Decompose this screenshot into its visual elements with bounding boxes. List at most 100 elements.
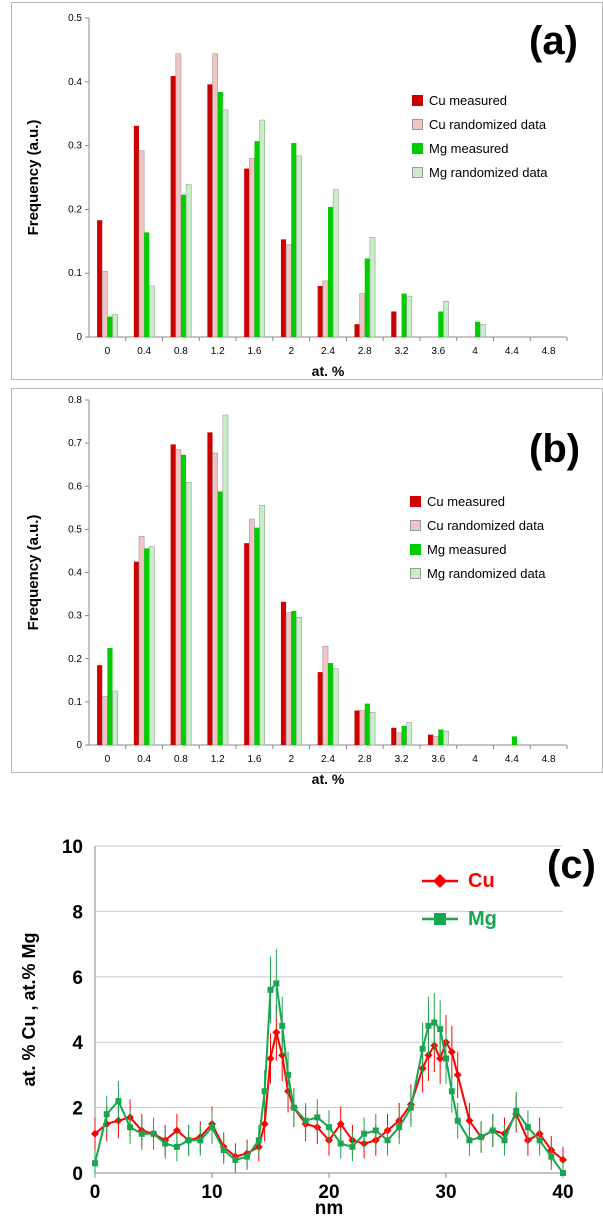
legend-label: Mg randomized data (427, 565, 546, 581)
data-point (559, 1155, 567, 1164)
bar (479, 323, 486, 338)
x-tick-label: 4 (472, 346, 478, 357)
bar (207, 432, 213, 745)
bar (138, 150, 145, 338)
x-tick-label: 0.8 (174, 754, 188, 765)
x-tick-label: 4.8 (542, 754, 556, 765)
x-tick-label: 10 (201, 1182, 222, 1203)
y-tick-label: 0.6 (68, 481, 82, 492)
bar (401, 293, 407, 337)
legend-item: Cu (420, 862, 497, 900)
x-tick-label: 2 (288, 346, 294, 357)
y-tick-label: 0.5 (68, 524, 82, 535)
data-point (220, 1147, 227, 1154)
legend-item: Cu randomized data (412, 112, 548, 136)
data-point (425, 1022, 432, 1029)
y-tick-label: 4 (72, 1033, 83, 1054)
bar (328, 206, 334, 337)
data-point (267, 986, 274, 993)
bar (428, 734, 434, 745)
data-point (548, 1153, 555, 1160)
y-tick-label: 8 (72, 902, 83, 923)
bar (406, 722, 413, 746)
y-tick-label: 6 (72, 968, 83, 989)
bar (133, 561, 140, 745)
x-tick-label: 4.4 (505, 346, 519, 357)
x-tick-label: 1.2 (211, 346, 225, 357)
bar (185, 482, 192, 746)
bar (254, 141, 260, 337)
bar (244, 543, 250, 745)
data-point (454, 1117, 461, 1124)
data-point (424, 1051, 433, 1060)
legend-swatch (410, 519, 421, 531)
data-point (314, 1114, 321, 1121)
data-point (103, 1111, 110, 1118)
y-tick-label: 0.2 (68, 204, 82, 215)
data-point (489, 1127, 496, 1134)
data-point (185, 1137, 192, 1144)
legend-label: Mg measured (427, 541, 507, 557)
bar (475, 321, 481, 337)
data-point (431, 1019, 438, 1026)
legend-diamond (433, 874, 447, 888)
legend-item: Mg randomized data (410, 561, 546, 585)
bar (249, 518, 255, 746)
bar (97, 220, 103, 337)
x-tick-label: 0 (90, 1182, 101, 1203)
x-tick-label: 3.6 (431, 346, 445, 357)
bar (222, 109, 229, 338)
data-point (396, 1124, 403, 1131)
x-tick-label: 0.4 (137, 346, 151, 357)
chart-panel-a: 0 0.1 0.2 0.3 0.4 0.5 0 0.4 0.8 1.2 1.6 2 2.4 2.8 3.2 3… (11, 2, 603, 380)
y-tick-label: 0.2 (68, 654, 82, 665)
legend-swatch (410, 543, 421, 555)
x-tick-label: 1.6 (248, 754, 262, 765)
bar (285, 244, 292, 338)
data-point (443, 1055, 449, 1062)
bar (249, 158, 255, 338)
data-point (336, 1119, 345, 1128)
bar (101, 695, 108, 746)
data-point (127, 1124, 134, 1131)
bar (317, 285, 323, 337)
bar (217, 92, 223, 338)
bar (175, 53, 182, 338)
data-point (278, 1051, 287, 1060)
bar (438, 729, 444, 745)
bar (170, 76, 176, 338)
x-tick-label: 2 (288, 754, 294, 765)
panel-label-a: (a) (529, 19, 578, 63)
legend-swatch (410, 495, 421, 507)
data-point (162, 1140, 169, 1147)
legend-marker-icon (422, 874, 458, 888)
data-point (326, 1124, 332, 1131)
data-point (255, 1137, 262, 1144)
data-point (115, 1098, 122, 1105)
bar (391, 727, 397, 745)
bar (222, 414, 229, 746)
bar (149, 546, 155, 746)
y-tick-label: 2 (72, 1099, 83, 1120)
data-point (361, 1130, 368, 1137)
data-point (536, 1137, 543, 1144)
data-point (138, 1130, 145, 1137)
bar (107, 316, 113, 337)
x-tick-label: 1.6 (248, 346, 262, 357)
bar (175, 449, 182, 746)
data-point (285, 1071, 292, 1078)
bar (101, 270, 108, 338)
data-point (279, 1022, 286, 1029)
bar (354, 710, 360, 745)
y-tick-label: 10 (62, 837, 83, 858)
data-point (92, 1160, 98, 1167)
bar (107, 647, 113, 745)
bar (217, 491, 223, 745)
legend-square (434, 913, 446, 925)
legend-label: Cu (468, 869, 495, 892)
bar (322, 645, 329, 746)
bar (369, 711, 376, 746)
data-point (266, 1054, 275, 1063)
data-point (524, 1124, 531, 1131)
bar (317, 672, 323, 745)
